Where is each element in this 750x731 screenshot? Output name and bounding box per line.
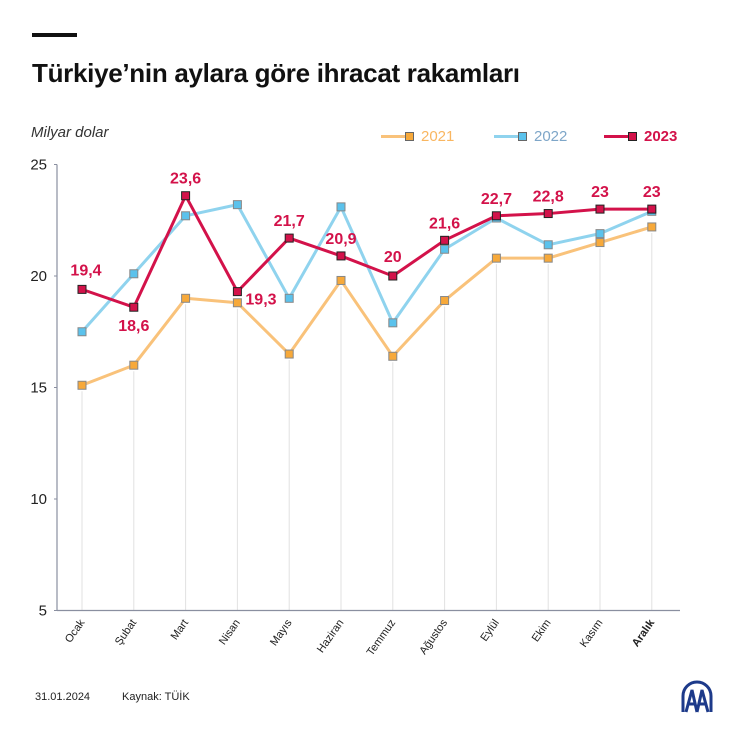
data-label-2023: 19,3 <box>245 292 276 309</box>
data-label-2023: 20 <box>384 249 402 266</box>
y-tick-label: 25 <box>30 157 47 174</box>
aa-logo <box>681 680 713 713</box>
data-point-2021 <box>77 380 87 390</box>
data-point-2023 <box>491 211 501 221</box>
date-label: 31.01.2024 <box>35 691 91 703</box>
data-label-2023: 21,6 <box>429 215 460 232</box>
data-point-2021 <box>336 275 346 285</box>
data-point-2021 <box>232 298 242 308</box>
x-tick-label: Aralık <box>630 617 658 650</box>
x-tick-label: Kasım <box>578 617 606 649</box>
title-bar-decoration <box>32 33 77 37</box>
series-line-2022 <box>80 203 653 333</box>
data-point-2022 <box>543 240 553 250</box>
data-point-2023 <box>647 204 657 214</box>
x-tick-label: Ekim <box>530 617 554 644</box>
data-label-2023: 23,6 <box>170 171 201 188</box>
data-point-2023 <box>440 235 450 245</box>
data-point-2021 <box>388 351 398 361</box>
data-point-2021 <box>543 253 553 263</box>
x-tick-label: Temmuz <box>365 617 399 658</box>
data-point-2023 <box>284 233 294 243</box>
data-point-2023 <box>77 284 87 294</box>
legend-swatch-2023 <box>604 132 637 141</box>
data-point-2022 <box>440 244 450 254</box>
y-tick-label: 20 <box>30 268 47 285</box>
data-point-2022 <box>77 327 87 337</box>
data-label-2023: 23 <box>643 184 661 201</box>
data-point-2023 <box>181 191 191 201</box>
x-tick-label: Eylül <box>478 617 502 643</box>
data-point-2021 <box>181 293 191 303</box>
data-point-2021 <box>491 253 501 263</box>
y-tick-label: 15 <box>30 380 47 397</box>
legend-label: 2023 <box>644 128 678 145</box>
data-label-2023: 20,9 <box>325 231 356 248</box>
data-point-2023 <box>336 251 346 261</box>
data-point-2022 <box>284 293 294 303</box>
series-line-2021 <box>81 225 653 387</box>
y-tick-label: 10 <box>30 491 47 508</box>
x-tick-label: Ocak <box>63 617 88 645</box>
page-title: Türkiye’nin aylara göre ihracat rakamlar… <box>32 58 520 88</box>
data-label-2023: 18,6 <box>118 318 149 335</box>
y-tick-label: 5 <box>39 603 47 620</box>
data-label-2023: 22,8 <box>533 189 564 206</box>
x-tick-label: Ağustos <box>417 617 450 657</box>
legend-swatch-2021 <box>381 132 414 141</box>
data-point-2022 <box>595 229 605 239</box>
x-tick-label: Mart <box>169 617 191 642</box>
data-point-2023 <box>129 302 139 312</box>
data-point-2023 <box>232 287 242 297</box>
data-point-2021 <box>284 349 294 359</box>
x-tick-label: Haziran <box>315 617 347 655</box>
data-label-2023: 21,7 <box>274 213 305 230</box>
data-label-2023: 22,7 <box>481 191 512 208</box>
data-point-2023 <box>388 271 398 281</box>
data-point-2022 <box>388 318 398 328</box>
y-axis-unit-label: Milyar dolar <box>31 124 109 141</box>
legend-label: 2021 <box>421 128 455 145</box>
data-point-2022 <box>336 202 346 212</box>
legend-item-2022: 2022 <box>494 128 567 145</box>
legend-swatch-2022 <box>494 132 527 141</box>
x-tick-label: Şubat <box>113 617 139 647</box>
x-tick-label: Mayıs <box>268 617 295 648</box>
data-point-2021 <box>440 296 450 306</box>
legend-item-2021: 2021 <box>381 128 454 145</box>
data-point-2022 <box>181 211 191 221</box>
x-tick-label: Nisan <box>217 617 243 647</box>
data-point-2021 <box>129 360 139 370</box>
source-label: Kaynak: TÜİK <box>122 691 190 703</box>
data-point-2023 <box>543 209 553 219</box>
data-point-2021 <box>595 238 605 248</box>
legend-item-2023: 2023 <box>604 128 677 145</box>
data-point-2022 <box>232 200 242 210</box>
data-label-2023: 23 <box>591 184 609 201</box>
data-point-2022 <box>129 269 139 279</box>
data-point-2023 <box>595 204 605 214</box>
legend-label: 2022 <box>534 128 568 145</box>
data-label-2023: 19,4 <box>70 262 101 279</box>
series-line-2023 <box>81 194 652 309</box>
data-point-2021 <box>647 222 657 232</box>
